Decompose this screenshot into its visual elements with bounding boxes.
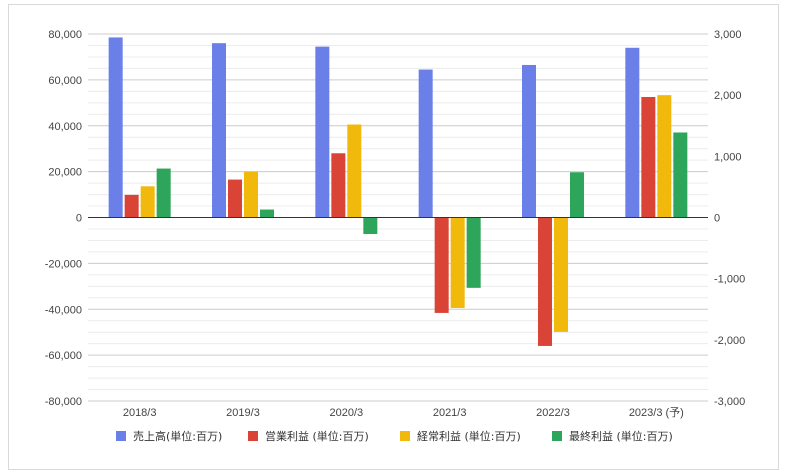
bar-s1-c1: [228, 179, 242, 218]
left-tick-label: 60,000: [48, 75, 82, 87]
x-tick-label: 2022/3: [536, 407, 570, 419]
bar-s3-c2: [363, 217, 378, 235]
bar-s2-c0: [140, 186, 155, 218]
bar-s3-c3: [466, 217, 481, 288]
bar-s1-c2: [331, 153, 346, 218]
x-tick-label: 2021/3: [433, 407, 467, 419]
bar-s3-c4: [570, 172, 584, 218]
x-tick-label: 2018/3: [123, 407, 157, 419]
bar-s0-c0: [108, 37, 123, 218]
bar-s2-c1: [244, 171, 258, 218]
left-tick-label: -40,000: [45, 304, 82, 316]
right-tick-label: -1,000: [714, 274, 745, 286]
legend-swatch: [400, 431, 410, 441]
left-tick-label: -80,000: [45, 396, 82, 408]
right-tick-label: -2,000: [714, 335, 745, 347]
right-tick-label: 1,000: [714, 151, 742, 163]
legend-swatch: [248, 431, 258, 441]
right-tick-label: 0: [714, 213, 720, 225]
right-tick-label: 3,000: [714, 29, 742, 41]
bar-s1-c0: [124, 194, 139, 218]
x-tick-label: 2023/3 (予): [629, 406, 684, 419]
left-tick-label: -60,000: [45, 350, 82, 362]
chart-frame: [8, 4, 779, 470]
left-tick-label: 0: [76, 213, 82, 225]
bar-s0-c4: [522, 64, 536, 218]
left-tick-label: -20,000: [45, 258, 82, 270]
bar-s0-c2: [315, 46, 330, 218]
bar-s2-c3: [450, 217, 465, 309]
legend-swatch: [116, 431, 126, 441]
bar-s0-c1: [212, 43, 226, 218]
right-tick-label: -3,000: [714, 396, 745, 408]
right-tick-label: 2,000: [714, 90, 742, 102]
left-tick-label: 40,000: [48, 121, 82, 133]
bars: [108, 37, 688, 346]
bar-s0-c3: [418, 69, 433, 218]
left-tick-label: 80,000: [48, 29, 82, 41]
bar-s3-c0: [156, 168, 171, 218]
legend-label: 営業利益 (単位:百万): [265, 429, 369, 443]
bar-s0-c5: [625, 47, 640, 218]
bar-s2-c4: [554, 217, 568, 332]
grid-lines: [88, 33, 708, 402]
left-axis-ticks: 80,000 60,000 40,000 20,000 0 -20,000 -40,000 -…: [45, 29, 82, 408]
legend-label: 売上高(単位:百万): [133, 429, 222, 443]
right-axis-ticks: 3,000 2,000 1,000 0 -1,000 -2,000 -3,000: [714, 29, 745, 408]
legend-swatch: [552, 431, 562, 441]
legend-label: 最終利益 (単位:百万): [569, 429, 673, 443]
x-tick-label: 2019/3: [226, 407, 260, 419]
bar-s2-c2: [347, 124, 362, 218]
legend: 売上高(単位:百万) 営業利益 (単位:百万) 経常利益 (単位:百万) 最終利益 (…: [116, 429, 673, 443]
bar-s3-c5: [673, 132, 688, 218]
bar-s1-c3: [434, 217, 449, 313]
bar-s2-c5: [657, 95, 672, 218]
bar-s3-c1: [260, 209, 274, 218]
legend-label: 経常利益 (単位:百万): [417, 429, 521, 443]
left-tick-label: 20,000: [48, 167, 82, 179]
bar-s1-c4: [538, 217, 552, 346]
bar-s1-c5: [641, 97, 656, 218]
x-tick-label: 2020/3: [330, 407, 364, 419]
x-axis-ticks: 2018/3 2019/3 2020/3 2021/3 2022/3 2023/3 (予): [123, 406, 684, 419]
